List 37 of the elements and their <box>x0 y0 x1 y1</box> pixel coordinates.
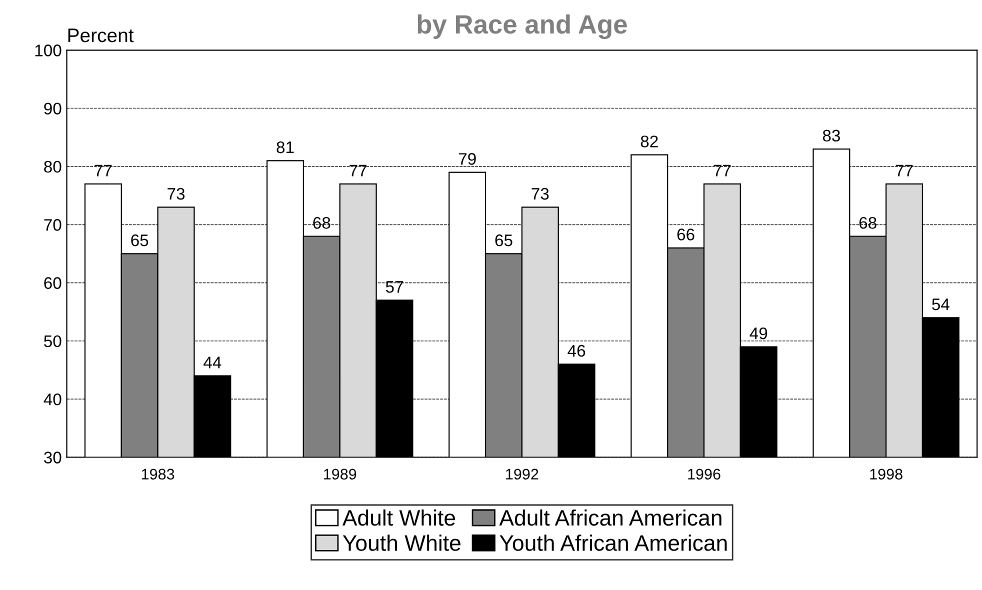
data-label: 65 <box>495 234 512 246</box>
data-label: 77 <box>714 164 731 176</box>
data-label: 66 <box>677 228 694 240</box>
x-tick-label: 1998 <box>870 468 902 480</box>
y-tick-label: 40 <box>44 393 62 406</box>
data-label: 81 <box>276 141 294 154</box>
data-label: 44 <box>204 356 222 368</box>
data-label: 65 <box>131 234 148 246</box>
y-tick-label: 80 <box>44 160 62 173</box>
data-label: 54 <box>932 298 950 310</box>
x-tick-label: 1989 <box>324 468 356 480</box>
legend-label: Adult African American <box>499 509 722 526</box>
y-tick-label: 100 <box>35 44 62 56</box>
x-tick-label: 1996 <box>688 468 720 480</box>
y-tick-label: 90 <box>44 102 62 115</box>
x-tick-label: 1992 <box>506 468 538 480</box>
data-label: 79 <box>458 153 476 165</box>
y-axis-title: Percent <box>68 28 134 42</box>
y-tick-label: 70 <box>44 219 62 231</box>
legend-label: Youth White <box>342 534 460 551</box>
y-tick-label: 30 <box>44 452 62 464</box>
legend-label: Adult White <box>342 509 456 526</box>
data-label: 49 <box>750 327 768 340</box>
y-tick-label: 50 <box>44 335 62 348</box>
data-label: 77 <box>350 164 367 176</box>
data-label: 82 <box>640 136 658 148</box>
x-tick-label: 1983 <box>142 468 174 480</box>
legend-label: Youth African American <box>500 534 727 551</box>
data-label: 83 <box>822 130 840 142</box>
data-label: 73 <box>532 188 549 200</box>
data-label: 57 <box>386 281 403 293</box>
y-tick-label: 60 <box>44 277 62 289</box>
data-label: 77 <box>896 164 913 176</box>
data-label: 73 <box>168 188 185 200</box>
chart-title: by Race and Age <box>418 14 627 40</box>
data-label: 77 <box>94 164 112 176</box>
data-label: 46 <box>568 344 586 357</box>
